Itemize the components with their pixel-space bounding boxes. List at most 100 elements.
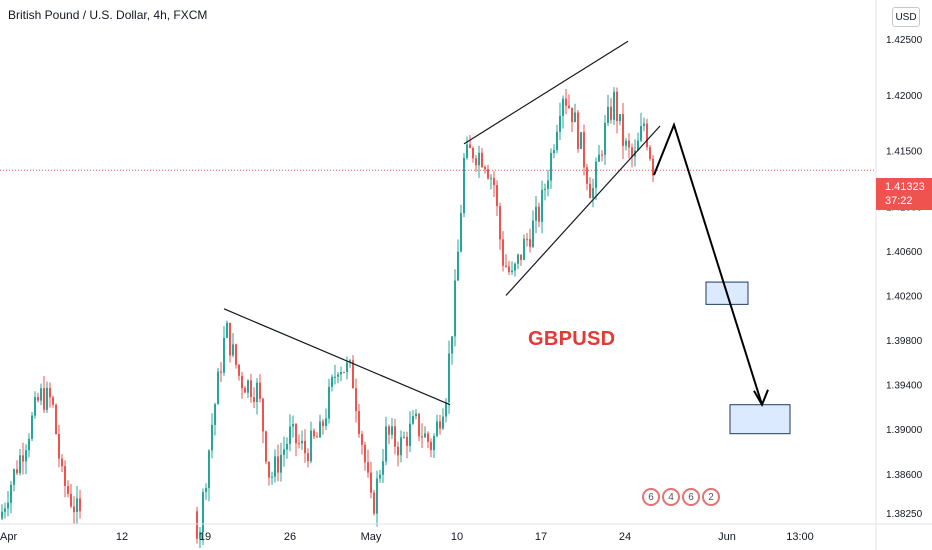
candle-body [415, 413, 417, 417]
candle-body [46, 387, 48, 410]
candle-body [70, 493, 72, 507]
x-tick-label: 24 [619, 531, 631, 543]
candle-body [412, 416, 414, 424]
candle-body [268, 461, 270, 478]
candle-body [481, 152, 483, 168]
x-tick-label: May [361, 531, 382, 543]
candle-body [340, 371, 342, 375]
candle-body [547, 180, 549, 189]
candle-body [604, 122, 606, 155]
candle-body [334, 376, 336, 378]
candle-body [502, 239, 504, 266]
gbpusd-annotation: GBPUSD [528, 328, 616, 350]
candle-body [286, 443, 288, 450]
currency-badge[interactable]: USD [892, 7, 920, 27]
candle-body [307, 453, 309, 462]
candle-body [529, 239, 531, 247]
economic-event-marker[interactable]: 4 [662, 488, 680, 506]
candle-body [430, 441, 432, 451]
candle-body [487, 169, 489, 179]
price-axis[interactable]: 1.425001.420001.415001.410001.406001.402… [886, 35, 923, 520]
candle-body [598, 154, 600, 162]
candle-body [241, 375, 243, 389]
candle-body [226, 322, 228, 338]
candle-body [526, 238, 528, 240]
candle-body [250, 380, 252, 398]
candle-body [262, 398, 264, 432]
candle-body [565, 98, 567, 106]
time-axis[interactable]: Apr 12 19 26 May 10 17 24 Jun 13:00 [0, 531, 814, 543]
candle-body [436, 421, 438, 436]
x-tick-label: Apr [0, 531, 17, 543]
y-tick-label: 1.40200 [886, 291, 923, 302]
candle-body [232, 344, 234, 356]
candle-body [451, 336, 453, 354]
candle-body [256, 382, 258, 402]
candle-body [403, 436, 405, 438]
candle-body [304, 440, 306, 454]
candle-body [589, 183, 591, 198]
economic-event-marker[interactable]: 6 [682, 488, 700, 506]
candle-body [76, 498, 78, 513]
candle-body [577, 112, 579, 149]
candle-body [61, 458, 63, 467]
candle-body [346, 362, 348, 373]
candle-body [199, 532, 201, 539]
candle-body [652, 158, 654, 176]
candle-body [394, 426, 396, 447]
y-tick-label: 1.42000 [886, 91, 923, 102]
lower-channel-trendline [505, 125, 661, 296]
candle-body [610, 106, 612, 120]
candle-body [649, 147, 651, 159]
candle-body [280, 454, 282, 473]
candle-body [25, 450, 27, 462]
candle-body [196, 511, 198, 539]
candle-body [550, 153, 552, 181]
candle-body [217, 371, 219, 405]
candle-body [457, 251, 459, 281]
candle-body [406, 436, 408, 446]
candle-body [475, 158, 477, 166]
candle-body [376, 478, 378, 514]
economic-event-marker[interactable]: 6 [642, 488, 660, 506]
candle-body [247, 380, 249, 393]
candle-body [52, 397, 54, 405]
candle-body [586, 167, 588, 184]
y-tick-label: 1.39800 [886, 336, 923, 347]
candle-body [274, 456, 276, 477]
candle-body [313, 430, 315, 437]
y-tick-label: 1.40600 [886, 247, 923, 258]
candle-body [607, 106, 609, 123]
candle-body [631, 147, 633, 157]
candlestick-series [1, 87, 654, 549]
candle-body [19, 455, 21, 474]
candle-body [319, 421, 321, 438]
candle-body [355, 388, 357, 412]
candle-body [58, 434, 60, 459]
candle-body [238, 364, 240, 376]
candle-body [301, 440, 303, 444]
candle-body [283, 449, 285, 455]
candle-body [601, 154, 603, 156]
candle-body [40, 388, 42, 401]
candle-body [571, 107, 573, 123]
economic-event-marker[interactable]: 2 [702, 488, 720, 506]
candle-body [343, 371, 345, 373]
last-price-tag: 1.41323 37:22 [876, 178, 932, 210]
candle-body [568, 105, 570, 108]
x-tick-label: Jun [718, 531, 736, 543]
candle-body [370, 472, 372, 493]
x-tick-label: 12 [116, 531, 128, 543]
candle-body [211, 424, 213, 451]
candle-body [520, 254, 522, 260]
candle-body [55, 404, 57, 435]
candle-body [379, 474, 381, 479]
symbol-title: British Pound / U.S. Dollar, 4h, FXCM [8, 8, 208, 22]
upper-channel-trendline [463, 40, 629, 145]
candle-body [625, 140, 627, 146]
candle-body [613, 91, 615, 120]
candle-body [37, 397, 39, 401]
candle-body [580, 132, 582, 149]
